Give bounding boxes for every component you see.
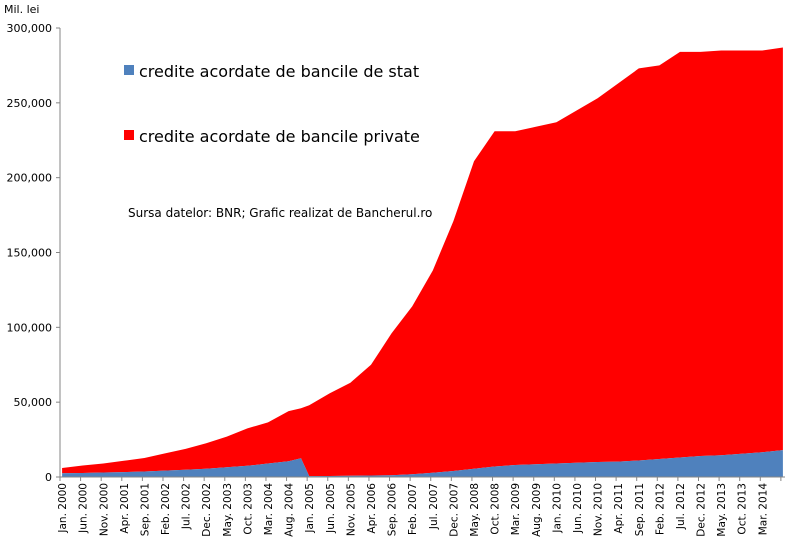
x-tick-label: Jun. 2010 [572, 483, 584, 534]
plot-areas [62, 47, 783, 477]
y-axis-unit-label: Mil. lei [4, 3, 39, 16]
area-private-banks [62, 47, 783, 477]
x-tick-label: Jun. 2005 [325, 483, 337, 534]
x-tick-label: May. 2013 [716, 483, 728, 537]
x-tick-label: Sep. 2001 [139, 483, 151, 536]
source-annotation: Sursa datelor: BNR; Grafic realizat de B… [128, 206, 432, 220]
x-tick-label: Oct. 2003 [242, 483, 254, 535]
legend-label-state-banks: credite acordate de bancile de stat [139, 62, 419, 81]
y-tick-label: 200,000 [7, 172, 53, 185]
y-tick-label: 50,000 [14, 396, 53, 409]
x-tick-label: Nov. 2010 [593, 483, 605, 536]
x-tick-label: Sep. 2006 [387, 483, 399, 537]
y-tick-label: 100,000 [7, 321, 53, 334]
legend-swatch-private-banks [124, 130, 134, 140]
legend-label-private-banks: credite acordate de bancile private [139, 127, 420, 146]
x-tick-label: Jul. 2002 [181, 483, 193, 530]
x-axis-ticks: Jan. 2000 Jun. 2000 Nov. 2000 Apr. 2001 Sep.… [57, 477, 782, 537]
x-tick-label: Mar. 2014 [757, 483, 769, 536]
legend-swatch-state-banks [124, 65, 134, 75]
x-tick-label: Nov. 2005 [345, 483, 357, 536]
x-tick-label: Jul. 2012 [675, 483, 687, 530]
x-tick-label: Sep. 2011 [634, 483, 646, 536]
x-tick-label: Aug. 2004 [284, 483, 296, 537]
x-tick-label: Mar. 2009 [510, 483, 522, 535]
x-tick-label: Feb. 2007 [407, 483, 419, 535]
legend: credite acordate de bancile de stat cred… [124, 62, 420, 146]
y-tick-label: 250,000 [7, 97, 53, 110]
y-tick-label: 300,000 [7, 22, 53, 35]
x-tick-label: Oct. 2008 [490, 483, 502, 535]
x-tick-label: Jul. 2007 [428, 483, 440, 530]
y-tick-label: 150,000 [7, 247, 53, 260]
x-tick-label: May. 2003 [222, 483, 234, 537]
x-tick-label: Dec. 2012 [696, 483, 708, 537]
x-tick-label: Dec. 2002 [201, 483, 213, 537]
x-tick-label: Apr. 2011 [613, 483, 625, 534]
x-tick-label: Jan. 2000 [57, 483, 69, 534]
x-tick-label: Jun. 2000 [78, 483, 90, 534]
x-tick-label: Mar. 2004 [263, 483, 275, 536]
x-tick-label: Aug. 2009 [531, 483, 543, 537]
x-tick-label: May. 2008 [469, 483, 481, 537]
x-tick-label: Dec. 2007 [448, 483, 460, 537]
y-tick-label: 0 [45, 471, 52, 484]
x-tick-label: Jan. 2005 [304, 483, 316, 534]
x-tick-label: Apr. 2006 [366, 483, 378, 534]
area-state-banks [62, 450, 783, 477]
x-tick-label: Apr. 2001 [119, 483, 131, 534]
x-tick-label: Oct. 2013 [737, 483, 749, 535]
x-tick-label: Feb. 2002 [160, 483, 172, 535]
x-tick-label: Feb. 2012 [654, 483, 666, 535]
x-tick-label: Jan. 2010 [551, 483, 563, 534]
x-tick-label: Nov. 2000 [98, 483, 110, 536]
y-axis-ticks: 0 50,000 100,000 150,000 200,000 250,000 300,0… [7, 22, 60, 484]
